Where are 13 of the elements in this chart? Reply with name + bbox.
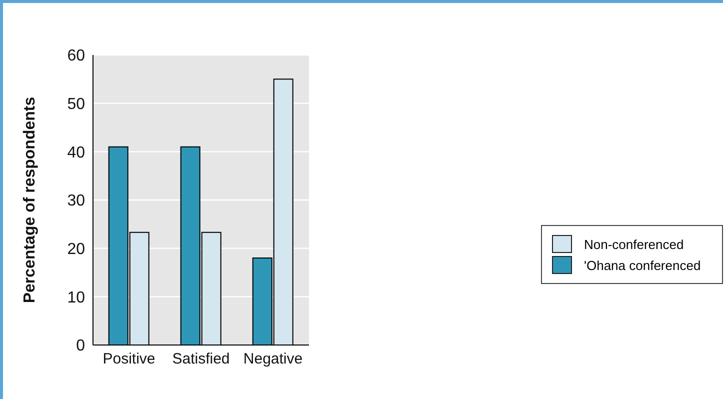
y-tick-label: 20	[67, 241, 86, 258]
y-tick-label: 10	[67, 289, 86, 306]
y-tick-label: 60	[67, 48, 86, 65]
y-tick-label: 50	[67, 96, 86, 114]
y-tick-label: 40	[67, 144, 86, 162]
x-tick-label: Negative	[243, 350, 303, 368]
legend-label: Non-conferenced	[584, 236, 684, 252]
legend-label: 'Ohana conferenced	[584, 258, 701, 272]
x-tick-label: Positive	[102, 350, 156, 368]
y-tick-label: 0	[76, 338, 86, 355]
y-tick-label: 30	[67, 192, 86, 210]
y-axis-title: Percentage of respondents	[22, 96, 39, 304]
x-tick-label: Satisfied	[172, 350, 230, 368]
